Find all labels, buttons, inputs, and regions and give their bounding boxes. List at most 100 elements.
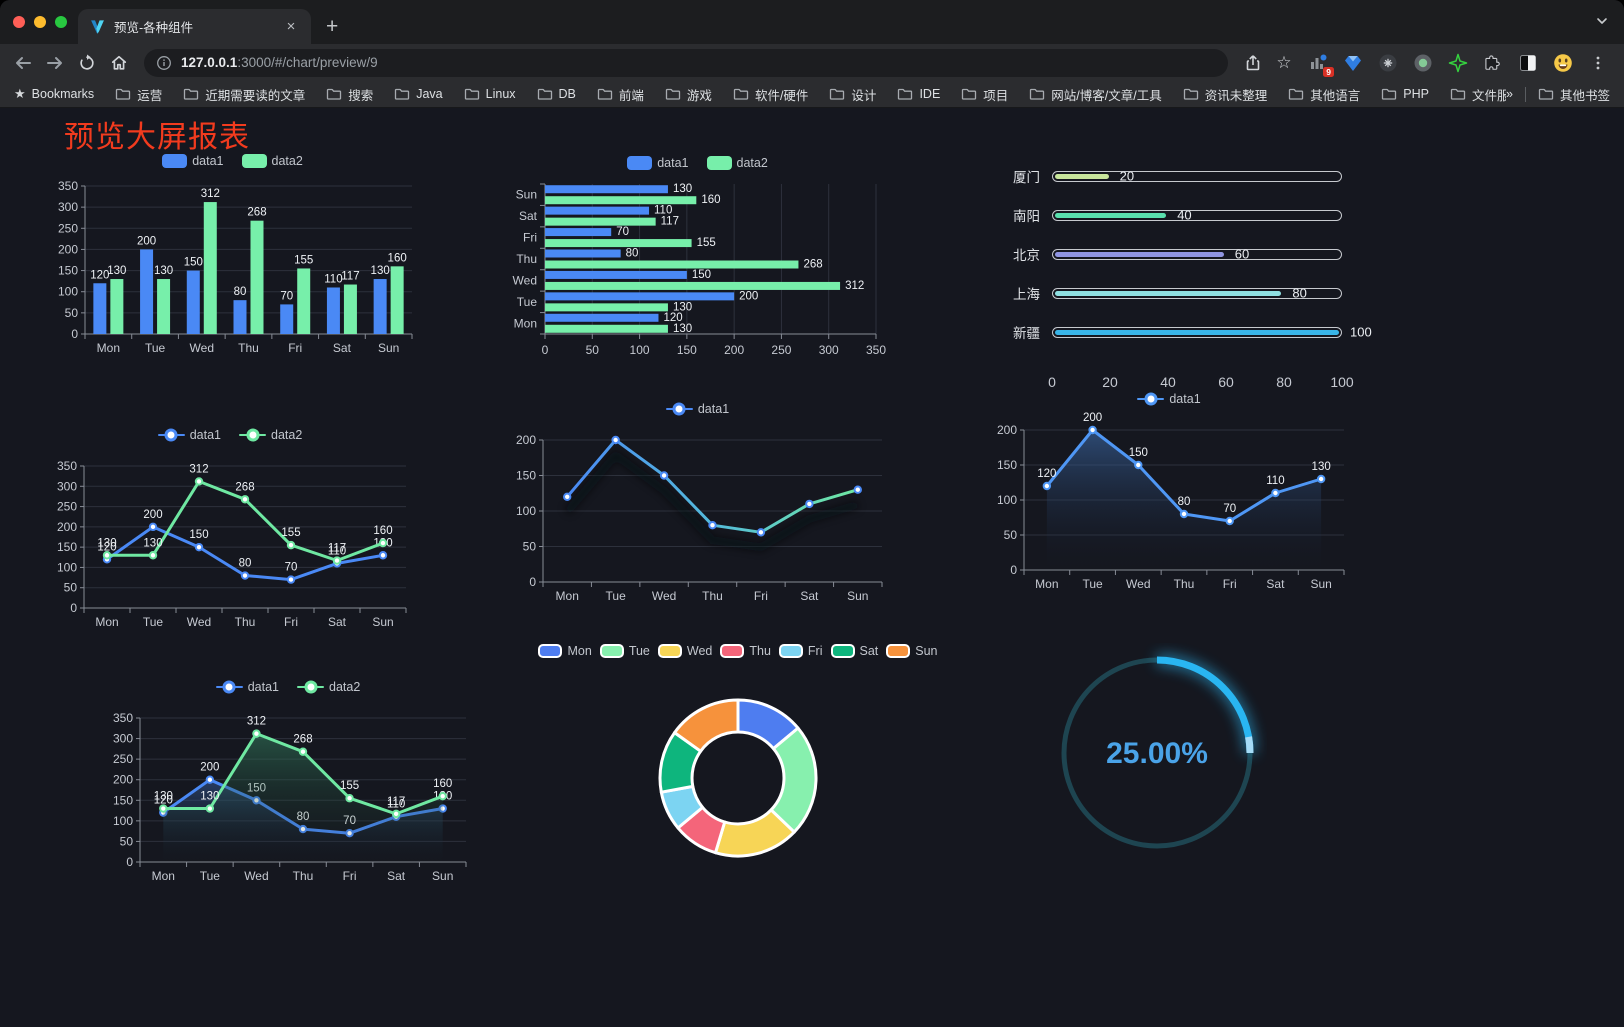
bookmark-folder[interactable]: 软件/硬件 xyxy=(733,85,808,104)
close-window-button[interactable] xyxy=(13,16,25,28)
svg-text:130: 130 xyxy=(673,323,692,335)
bookmark-star-icon[interactable]: ☆ xyxy=(1276,52,1292,72)
bookmark-folder[interactable]: 项目 xyxy=(961,85,1008,104)
bookmark-folder[interactable]: DB xyxy=(537,87,576,101)
folder-icon xyxy=(830,88,845,100)
minimize-window-button[interactable] xyxy=(34,16,46,28)
extension-icon-green-dot[interactable] xyxy=(1411,51,1435,75)
two-series-area-chart-canvas: 0 50 100 150 200 250 300 350 Mon Tue Wed Thu Fri Sat S… xyxy=(113,711,467,883)
bookmark-folder[interactable]: 资讯未整理 xyxy=(1183,85,1267,104)
legend-item[interactable]: Wed xyxy=(657,644,712,658)
browser-tab[interactable]: 预览-各种组件 × xyxy=(78,9,311,44)
legend-item[interactable]: data2 xyxy=(297,680,360,695)
legend-item[interactable]: data2 xyxy=(241,154,303,168)
legend-item[interactable]: data2 xyxy=(706,156,768,170)
svg-text:100: 100 xyxy=(113,814,133,828)
forward-button[interactable] xyxy=(40,48,70,78)
bookmark-folder[interactable]: Java xyxy=(394,87,443,101)
progress-fill xyxy=(1055,290,1282,296)
chart-legend: data1 xyxy=(986,388,1352,410)
extension-icon-contrast-square[interactable] xyxy=(1516,51,1540,75)
legend-item[interactable]: data1 xyxy=(665,402,729,417)
bookmark-folder[interactable]: 前端 xyxy=(597,85,644,104)
bookmarks-root[interactable]: ★ Bookmarks xyxy=(14,86,94,102)
bookmark-folder[interactable]: 近期需要读的文章 xyxy=(183,85,305,104)
bookmark-folder[interactable]: PHP xyxy=(1381,87,1429,101)
extension-icon-emoji[interactable] xyxy=(1551,51,1575,75)
chart-legend: data1 data2 xyxy=(46,424,414,446)
tab-search-chevron-icon[interactable] xyxy=(1595,14,1609,33)
svg-text:0: 0 xyxy=(70,601,77,615)
share-icon[interactable] xyxy=(1238,48,1268,78)
svg-text:50: 50 xyxy=(523,540,537,554)
other-bookmarks[interactable]: 其他书签 xyxy=(1538,85,1610,104)
legend-swatch-icon xyxy=(599,644,624,658)
site-info-icon[interactable] xyxy=(156,55,172,71)
legend-swatch-icon xyxy=(538,644,563,658)
bookmarks-overflow-button[interactable]: » xyxy=(1506,87,1513,101)
svg-text:Tue: Tue xyxy=(143,615,164,629)
tab-close-icon[interactable]: × xyxy=(286,18,296,35)
svg-text:250: 250 xyxy=(771,343,791,357)
extension-icon-puzzle[interactable] xyxy=(1481,51,1505,75)
svg-text:Mon: Mon xyxy=(95,615,118,629)
legend-item[interactable]: data1 xyxy=(1137,392,1201,407)
svg-text:300: 300 xyxy=(58,200,78,214)
zoom-window-button[interactable] xyxy=(55,16,67,28)
bookmark-folder[interactable]: 文件服务器 xyxy=(1450,85,1506,104)
bookmark-folder[interactable]: 搜索 xyxy=(326,85,373,104)
bookmark-folder[interactable]: IDE xyxy=(897,87,940,101)
legend-item[interactable]: Sun xyxy=(886,644,938,658)
legend-item[interactable]: Mon xyxy=(538,644,592,658)
donut-chart-canvas xyxy=(658,698,818,858)
svg-text:200: 200 xyxy=(200,762,219,774)
svg-text:155: 155 xyxy=(697,237,716,249)
legend-item[interactable]: data1 xyxy=(157,428,221,443)
home-button[interactable] xyxy=(104,48,134,78)
extension-icon-green-star[interactable] xyxy=(1446,51,1470,75)
svg-text:50: 50 xyxy=(586,343,600,357)
progress-row: 北京 60 xyxy=(998,247,1342,263)
svg-text:Wed: Wed xyxy=(652,589,676,603)
legend-item[interactable]: data1 xyxy=(627,156,689,170)
extension-icon-gem[interactable] xyxy=(1341,51,1365,75)
bookmark-folder[interactable]: Linux xyxy=(464,87,516,101)
back-button[interactable] xyxy=(8,48,38,78)
extension-icon-command-circle[interactable] xyxy=(1376,51,1400,75)
legend-swatch-icon xyxy=(706,156,732,170)
gradient-line-chart-canvas: 0 50 100 150 200 Mon Tue Wed Thu Fri Sat Sun xyxy=(516,433,883,603)
address-bar[interactable]: 127.0.0.1:3000/#/chart/preview/9 xyxy=(144,48,1228,77)
svg-text:70: 70 xyxy=(285,562,298,574)
svg-text:80: 80 xyxy=(1178,496,1191,508)
reload-button[interactable] xyxy=(72,48,102,78)
bookmark-folder[interactable]: 其他语言 xyxy=(1288,85,1360,104)
legend-item[interactable]: Tue xyxy=(599,644,650,658)
area-line-chart: data1 0 50 100 150 200 Mon Tue Wed Thu Fri Sat Sun 12… xyxy=(986,388,1352,598)
svg-text:Sun: Sun xyxy=(1310,577,1331,591)
bookmark-folder[interactable]: 运营 xyxy=(115,85,162,104)
svg-text:Mon: Mon xyxy=(152,869,175,883)
svg-text:130: 130 xyxy=(200,791,219,803)
legend-item[interactable]: data1 xyxy=(162,154,224,168)
svg-text:Sat: Sat xyxy=(387,869,406,883)
bookmark-folder[interactable]: 网站/博客/文章/工具 xyxy=(1029,85,1162,104)
legend-item[interactable]: Sat xyxy=(830,644,878,658)
folder-icon xyxy=(537,88,552,100)
extension-icon-analytics[interactable]: 9 xyxy=(1306,51,1334,77)
browser-menu-icon[interactable] xyxy=(1586,51,1610,75)
legend-item[interactable]: Thu xyxy=(720,644,771,658)
bookmark-folder[interactable]: 游戏 xyxy=(665,85,712,104)
svg-text:130: 130 xyxy=(107,265,126,277)
legend-item[interactable]: Fri xyxy=(778,644,823,658)
svg-text:350: 350 xyxy=(113,711,133,725)
bookmark-folder[interactable]: 设计 xyxy=(829,85,876,104)
legend-item[interactable]: data2 xyxy=(239,428,302,443)
svg-text:Fri: Fri xyxy=(1223,577,1237,591)
chart-legend: data1 data2 xyxy=(45,150,420,172)
progress-fill xyxy=(1055,251,1224,257)
svg-text:110: 110 xyxy=(324,273,342,285)
svg-text:25.00%: 25.00% xyxy=(1106,737,1208,770)
legend-item[interactable]: data1 xyxy=(215,680,279,695)
svg-text:Fri: Fri xyxy=(754,589,768,603)
new-tab-button[interactable]: + xyxy=(326,15,339,38)
